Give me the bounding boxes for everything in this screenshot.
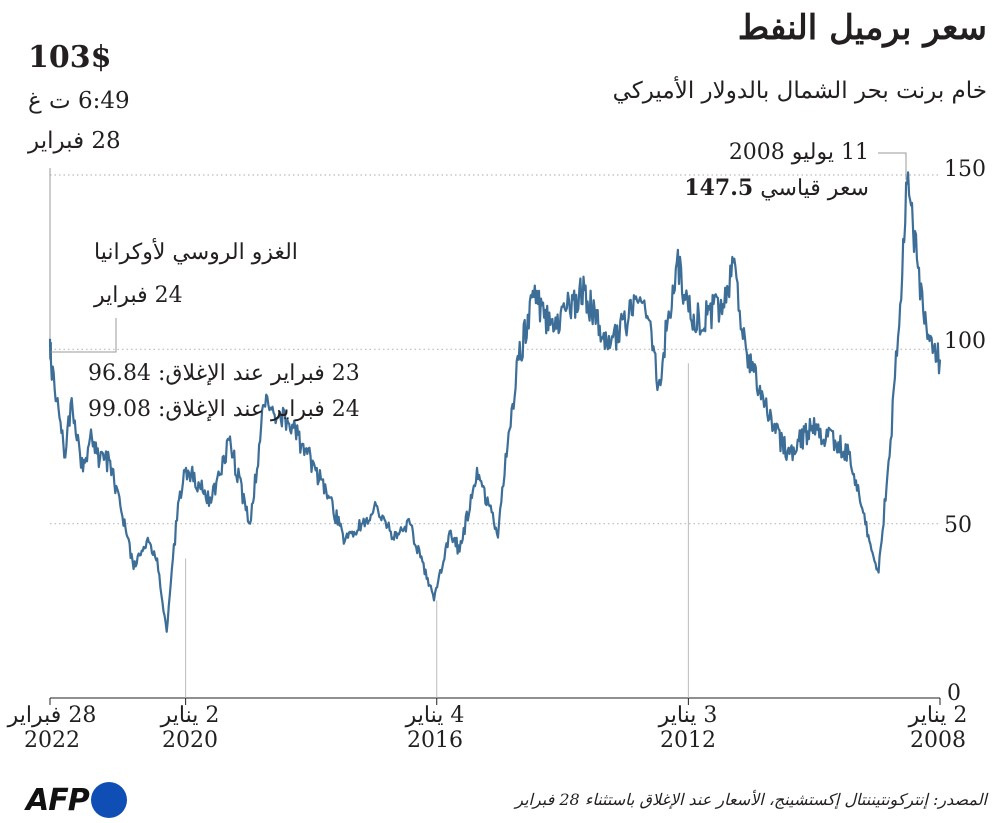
data-point-2021-07-05: [90, 428, 92, 431]
data-point-2020-10-30: [133, 568, 135, 570]
data-point-2010-08-15: [774, 432, 777, 434]
data-point-2011-06-15: [722, 303, 724, 305]
x-tick-label-2016: 4 يناير 2016: [405, 703, 465, 753]
data-point-2021-05-15: [99, 460, 101, 462]
y-tick-label-150: 150: [944, 157, 986, 182]
data-point-2014-09-15: [518, 359, 520, 361]
data-point-2021-12-01: [64, 456, 66, 459]
data-point-2016-12-15: [376, 505, 378, 507]
data-point-2014-03-15: [549, 324, 551, 326]
data-point-2018-05-22: [286, 418, 288, 420]
data-point-2008-03-15: [926, 338, 929, 340]
data-point-2020-08-15: [146, 540, 148, 542]
data-point-2015-08-24: [459, 550, 461, 553]
data-point-2021-08-20: [82, 470, 84, 472]
data-point-2019-08-07: [210, 502, 212, 504]
data-point-2017-06-21: [344, 540, 346, 542]
brent-price-line: [48, 171, 942, 633]
x-tick-label-2008: 2 يناير 2008: [908, 703, 968, 753]
data-point-2009-10-15: [827, 435, 829, 438]
chart-title: سعر برميل النفط: [737, 8, 987, 48]
invasion-title-annotation: الغزو الروسي لأوكرانيا: [94, 240, 298, 265]
data-point-2008-10-15: [890, 439, 892, 441]
data-point-2011-02-20: [742, 338, 744, 340]
close-24-annotation: 24 فبراير عند الإغلاق: 99.08: [88, 397, 360, 422]
data-point-2014-06-19: [533, 296, 535, 298]
data-point-2016-06-08: [409, 523, 411, 525]
data-point-2010-05-25: [788, 453, 791, 455]
data-point-2013-04-15: [607, 348, 609, 350]
data-point-2014-11-30: [504, 453, 507, 455]
data-point-2010-12-31: [751, 369, 753, 371]
current-price: 103$: [28, 40, 112, 75]
data-point-2008-01-02: [939, 359, 941, 361]
data-point-2009-06-15: [848, 453, 850, 455]
data-point-2012-12-15: [628, 317, 630, 319]
afp-logo: AFP: [26, 778, 127, 822]
source-note: المصدر: إنتركونتيننتال إكستشينج، الأسعار…: [515, 790, 987, 809]
data-point-2008-07-11: [906, 183, 908, 185]
data-point-2008-05-15: [916, 258, 918, 260]
close-23-annotation: 23 فبراير عند الإغلاق: 96.84: [88, 361, 360, 386]
data-point-2021-01-15: [119, 505, 121, 507]
data-point-2016-09-15: [392, 537, 394, 539]
peak-value-annotation: سعر قياسي 147.5: [684, 175, 869, 201]
data-point-2011-09-15: [706, 313, 708, 316]
data-point-2020-04-21: [166, 631, 168, 633]
data-point-2017-09-25: [327, 495, 329, 497]
data-point-2015-05-15: [476, 467, 478, 469]
data-point-2009-02-15: [868, 540, 871, 542]
peak-leader: [878, 152, 907, 180]
data-point-2015-01-13: [497, 537, 499, 539]
data-point-2016-01-20: [433, 599, 435, 601]
data-point-2022-01-15: [56, 397, 59, 399]
data-point-2013-12-15: [565, 310, 567, 312]
afp-logo-dot-icon: [90, 782, 127, 818]
invasion-leader: [50, 318, 117, 353]
peak-label: سعر قياسي: [760, 176, 869, 201]
data-point-2012-03-10: [676, 261, 678, 263]
current-time: 6:49 ت غ: [28, 88, 130, 114]
chart-subtitle: خام برنت بحر الشمال بالدولار الأميركي: [612, 78, 987, 104]
x-tick-label-2022: 28 فبراير 2022: [7, 703, 97, 753]
invasion-date-annotation: 24 فبراير: [94, 283, 183, 308]
data-point-2018-12-24: [249, 523, 251, 525]
data-point-2008-08-20: [899, 303, 901, 305]
data-point-2018-10-03: [263, 404, 265, 406]
data-point-2019-04-25: [228, 439, 230, 441]
x-tick-label-2012: 3 يناير 2012: [658, 703, 718, 753]
data-point-2019-12-31: [185, 467, 187, 469]
afp-logo-text: AFP: [26, 782, 90, 818]
data-point-2011-12-15: [691, 320, 693, 323]
data-point-2011-04-11: [733, 258, 735, 260]
data-point-2021-03-15: [109, 460, 111, 462]
data-point-2013-08-28: [583, 289, 586, 291]
data-point-2010-01-15: [811, 425, 813, 427]
data-point-2020-02-15: [177, 502, 179, 504]
y-tick-label-50: 50: [944, 513, 972, 538]
current-date: 28 فبراير: [28, 128, 121, 154]
peak-value: 147.5: [684, 175, 754, 201]
x-tick-label-2020: 2 يناير 2020: [160, 703, 220, 753]
y-tick-label-100: 100: [944, 329, 986, 354]
data-point-2022-02-23: [50, 359, 52, 361]
data-point-2008-12-24: [877, 571, 880, 574]
data-point-2018-01-25: [306, 453, 308, 455]
y-tick-label-0: 0: [947, 681, 961, 706]
data-point-2015-10-15: [450, 530, 452, 532]
data-point-2020-06-15: [156, 557, 158, 560]
data-point-2021-10-25: [71, 397, 73, 399]
data-point-2012-09-15: [643, 299, 645, 302]
data-point-2012-06-25: [657, 383, 660, 385]
peak-date-annotation: 11 يوليو 2008: [728, 140, 869, 165]
